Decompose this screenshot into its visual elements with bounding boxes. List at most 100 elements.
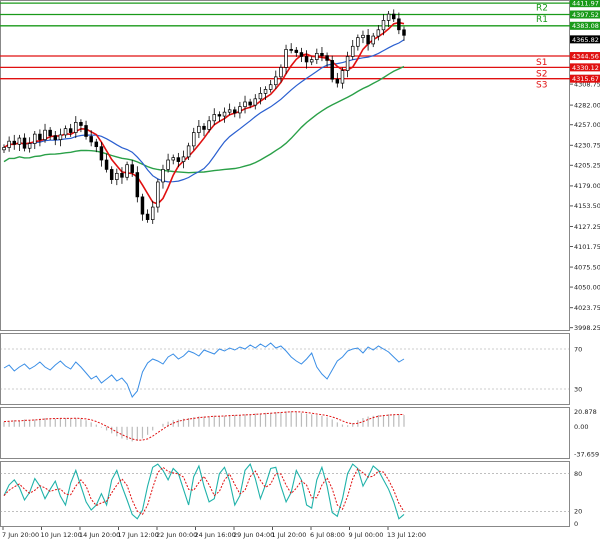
candle <box>135 166 140 203</box>
candle <box>150 200 155 224</box>
candle <box>294 47 299 57</box>
price-tick-label: 3998.25 <box>574 324 600 332</box>
time-tick-label: 10 Jun 12:00 <box>41 531 82 539</box>
price-panel: 4308.75 4282.00 4257.00 4230.75 4205.25 4179.… <box>0 0 600 332</box>
level-price-text-r2: 4397.52 <box>572 11 599 19</box>
candle-body <box>68 128 73 133</box>
candle <box>43 123 47 143</box>
candle <box>120 167 124 184</box>
time-tick-label: 1 Jul 20:00 <box>272 531 307 539</box>
candle <box>48 127 52 141</box>
candle <box>222 107 227 123</box>
candle <box>197 120 201 139</box>
candle <box>99 141 104 167</box>
candle <box>392 9 396 22</box>
candle <box>58 128 63 147</box>
candle-body <box>161 169 165 183</box>
candle-body <box>227 109 232 113</box>
candle-body <box>361 34 365 38</box>
time-tick-label: 14 Jun 20:00 <box>79 531 120 539</box>
candle <box>371 32 375 48</box>
price-tick-label: 4153.50 <box>574 202 600 210</box>
candle <box>304 50 309 69</box>
candle-body <box>192 132 196 147</box>
candle <box>274 70 278 90</box>
candle <box>140 193 145 221</box>
stoch-main-polyline <box>3 462 405 520</box>
candle <box>104 153 109 173</box>
time-tick-label: 24 Jun 16:00 <box>195 531 236 539</box>
time-tick-label: 6 Jul 08:00 <box>310 531 345 539</box>
candle-body <box>294 49 299 53</box>
price-tick-label: 4230.75 <box>574 142 600 150</box>
candle-body <box>325 55 329 61</box>
candle-body <box>304 56 309 63</box>
candle-body <box>381 20 386 31</box>
candle-body <box>186 145 191 158</box>
level-price-text-r3: 4411.97 <box>572 0 599 8</box>
level-label-s1: S1 <box>536 58 547 68</box>
candle <box>171 154 175 165</box>
rsi-tick-label: 70 <box>574 345 582 353</box>
candle-body <box>120 172 124 178</box>
candle <box>161 164 165 189</box>
candle-body <box>402 29 406 36</box>
candle <box>115 168 119 186</box>
candle <box>68 123 73 137</box>
ma-mid-line <box>3 39 405 183</box>
candle-body <box>2 147 6 151</box>
candle <box>22 133 27 152</box>
candle <box>325 52 329 68</box>
level-price-box-s2 <box>570 63 600 72</box>
stochastic-lines <box>3 462 405 520</box>
candle <box>315 48 319 64</box>
candle-body <box>33 133 37 144</box>
candle-body <box>156 181 160 208</box>
current-price-text: 4365.82 <box>572 36 599 44</box>
candle <box>63 125 68 139</box>
candle <box>38 129 42 147</box>
candle <box>238 101 242 119</box>
candle <box>243 95 247 114</box>
candle-body <box>74 122 78 133</box>
rsi-axis: 70 30 <box>0 345 582 393</box>
candle-body <box>104 159 109 170</box>
candle-body <box>84 125 88 137</box>
candle-body <box>263 89 268 94</box>
candle-body <box>130 164 134 173</box>
price-tick-label: 4050.00 <box>574 283 600 291</box>
candle-body <box>315 52 319 60</box>
macd-signal-polyline <box>3 411 404 441</box>
candle <box>12 134 16 150</box>
candle-body <box>202 125 206 130</box>
candle-body <box>176 157 181 162</box>
candle-body <box>27 143 32 149</box>
candle-body <box>330 60 334 80</box>
price-axis: 4308.75 4282.00 4257.00 4230.75 4205.25 4179.… <box>570 80 600 332</box>
candle <box>176 152 181 168</box>
candle <box>202 123 206 137</box>
candle-body <box>212 114 216 122</box>
current-price-box <box>570 35 600 44</box>
candle-body <box>258 92 263 100</box>
candle <box>397 12 401 35</box>
candle <box>386 10 391 28</box>
macd-signal-line <box>3 411 404 441</box>
candle <box>335 72 340 88</box>
candle <box>84 120 88 140</box>
candle-body <box>222 111 227 117</box>
candle-body <box>197 125 201 133</box>
candle <box>350 40 355 60</box>
candle-body <box>345 56 350 71</box>
candle <box>258 87 263 105</box>
candle-body <box>371 35 375 45</box>
candle-body <box>320 52 324 57</box>
time-tick-label: 9 Jul 00:00 <box>349 531 384 539</box>
candle <box>33 130 37 150</box>
macd-histogram <box>3 411 405 442</box>
candle-body <box>125 164 129 178</box>
candle-body <box>58 134 63 140</box>
candle <box>17 134 22 151</box>
price-tick-label: 4023.75 <box>574 304 600 312</box>
